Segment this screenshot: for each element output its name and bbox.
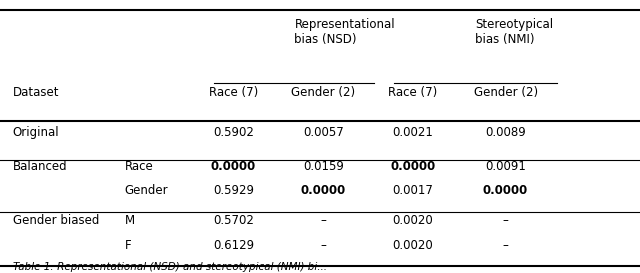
Text: 0.0020: 0.0020 (392, 239, 433, 252)
Text: Original: Original (13, 126, 60, 139)
Text: –: – (320, 239, 326, 252)
Text: Gender biased: Gender biased (13, 214, 99, 227)
Text: Representational
bias (NSD): Representational bias (NSD) (294, 18, 395, 46)
Text: Gender (2): Gender (2) (474, 86, 538, 99)
Text: 0.0021: 0.0021 (392, 126, 433, 139)
Text: 0.5929: 0.5929 (213, 184, 254, 197)
Text: 0.5902: 0.5902 (213, 126, 254, 139)
Text: Dataset: Dataset (13, 86, 60, 99)
Text: Race (7): Race (7) (209, 86, 258, 99)
Text: 0.0000: 0.0000 (390, 160, 435, 173)
Text: Stereotypical
bias (NMI): Stereotypical bias (NMI) (475, 18, 554, 46)
Text: –: – (320, 214, 326, 227)
Text: 0.0057: 0.0057 (303, 126, 344, 139)
Text: –: – (502, 214, 509, 227)
Text: Race (7): Race (7) (388, 86, 437, 99)
Text: 0.0000: 0.0000 (211, 160, 256, 173)
Text: Gender: Gender (125, 184, 168, 197)
Text: 0.0000: 0.0000 (301, 184, 346, 197)
Text: 0.0020: 0.0020 (392, 214, 433, 227)
Text: Race: Race (125, 160, 154, 173)
Text: Gender (2): Gender (2) (291, 86, 355, 99)
Text: 0.0159: 0.0159 (303, 160, 344, 173)
Text: Balanced: Balanced (13, 160, 67, 173)
Text: 0.0017: 0.0017 (392, 184, 433, 197)
Text: 0.0089: 0.0089 (485, 126, 526, 139)
Text: F: F (125, 239, 131, 252)
Text: 0.0091: 0.0091 (485, 160, 526, 173)
Text: M: M (125, 214, 135, 227)
Text: 0.0000: 0.0000 (483, 184, 528, 197)
Text: 0.5702: 0.5702 (213, 214, 254, 227)
Text: Table 1: Representational (NSD) and stereotypical (NMI) bi...: Table 1: Representational (NSD) and ster… (13, 262, 327, 272)
Text: 0.6129: 0.6129 (213, 239, 254, 252)
Text: –: – (502, 239, 509, 252)
